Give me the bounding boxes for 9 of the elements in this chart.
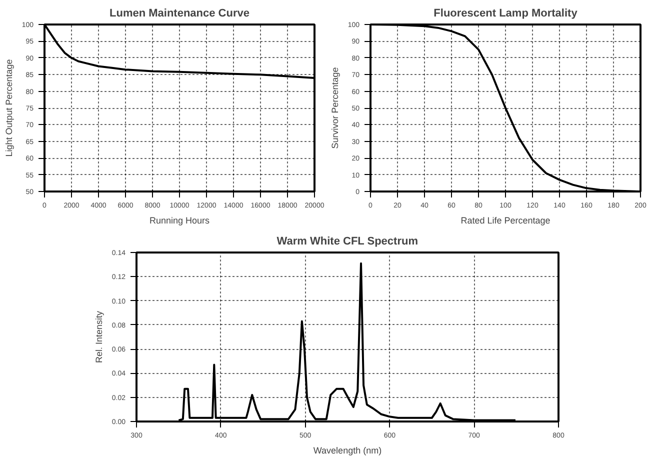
y-axis-title: Rel. Intensity [94, 310, 104, 364]
chart-title: Lumen Maintenance Curve [110, 8, 250, 20]
chart-title: Warm White CFL Spectrum [276, 236, 418, 248]
x-axis-title: Running Hours [149, 216, 210, 226]
y-axis-title: Survivor Percentage [330, 67, 340, 149]
chart-title: Fluorescent Lamp Mortality [434, 8, 578, 20]
x-axis-title: Wavelength (nm) [313, 446, 382, 456]
x-axis-title: Rated Life Percentage [460, 216, 550, 226]
y-axis-title: Light Output Percentage [4, 59, 14, 157]
